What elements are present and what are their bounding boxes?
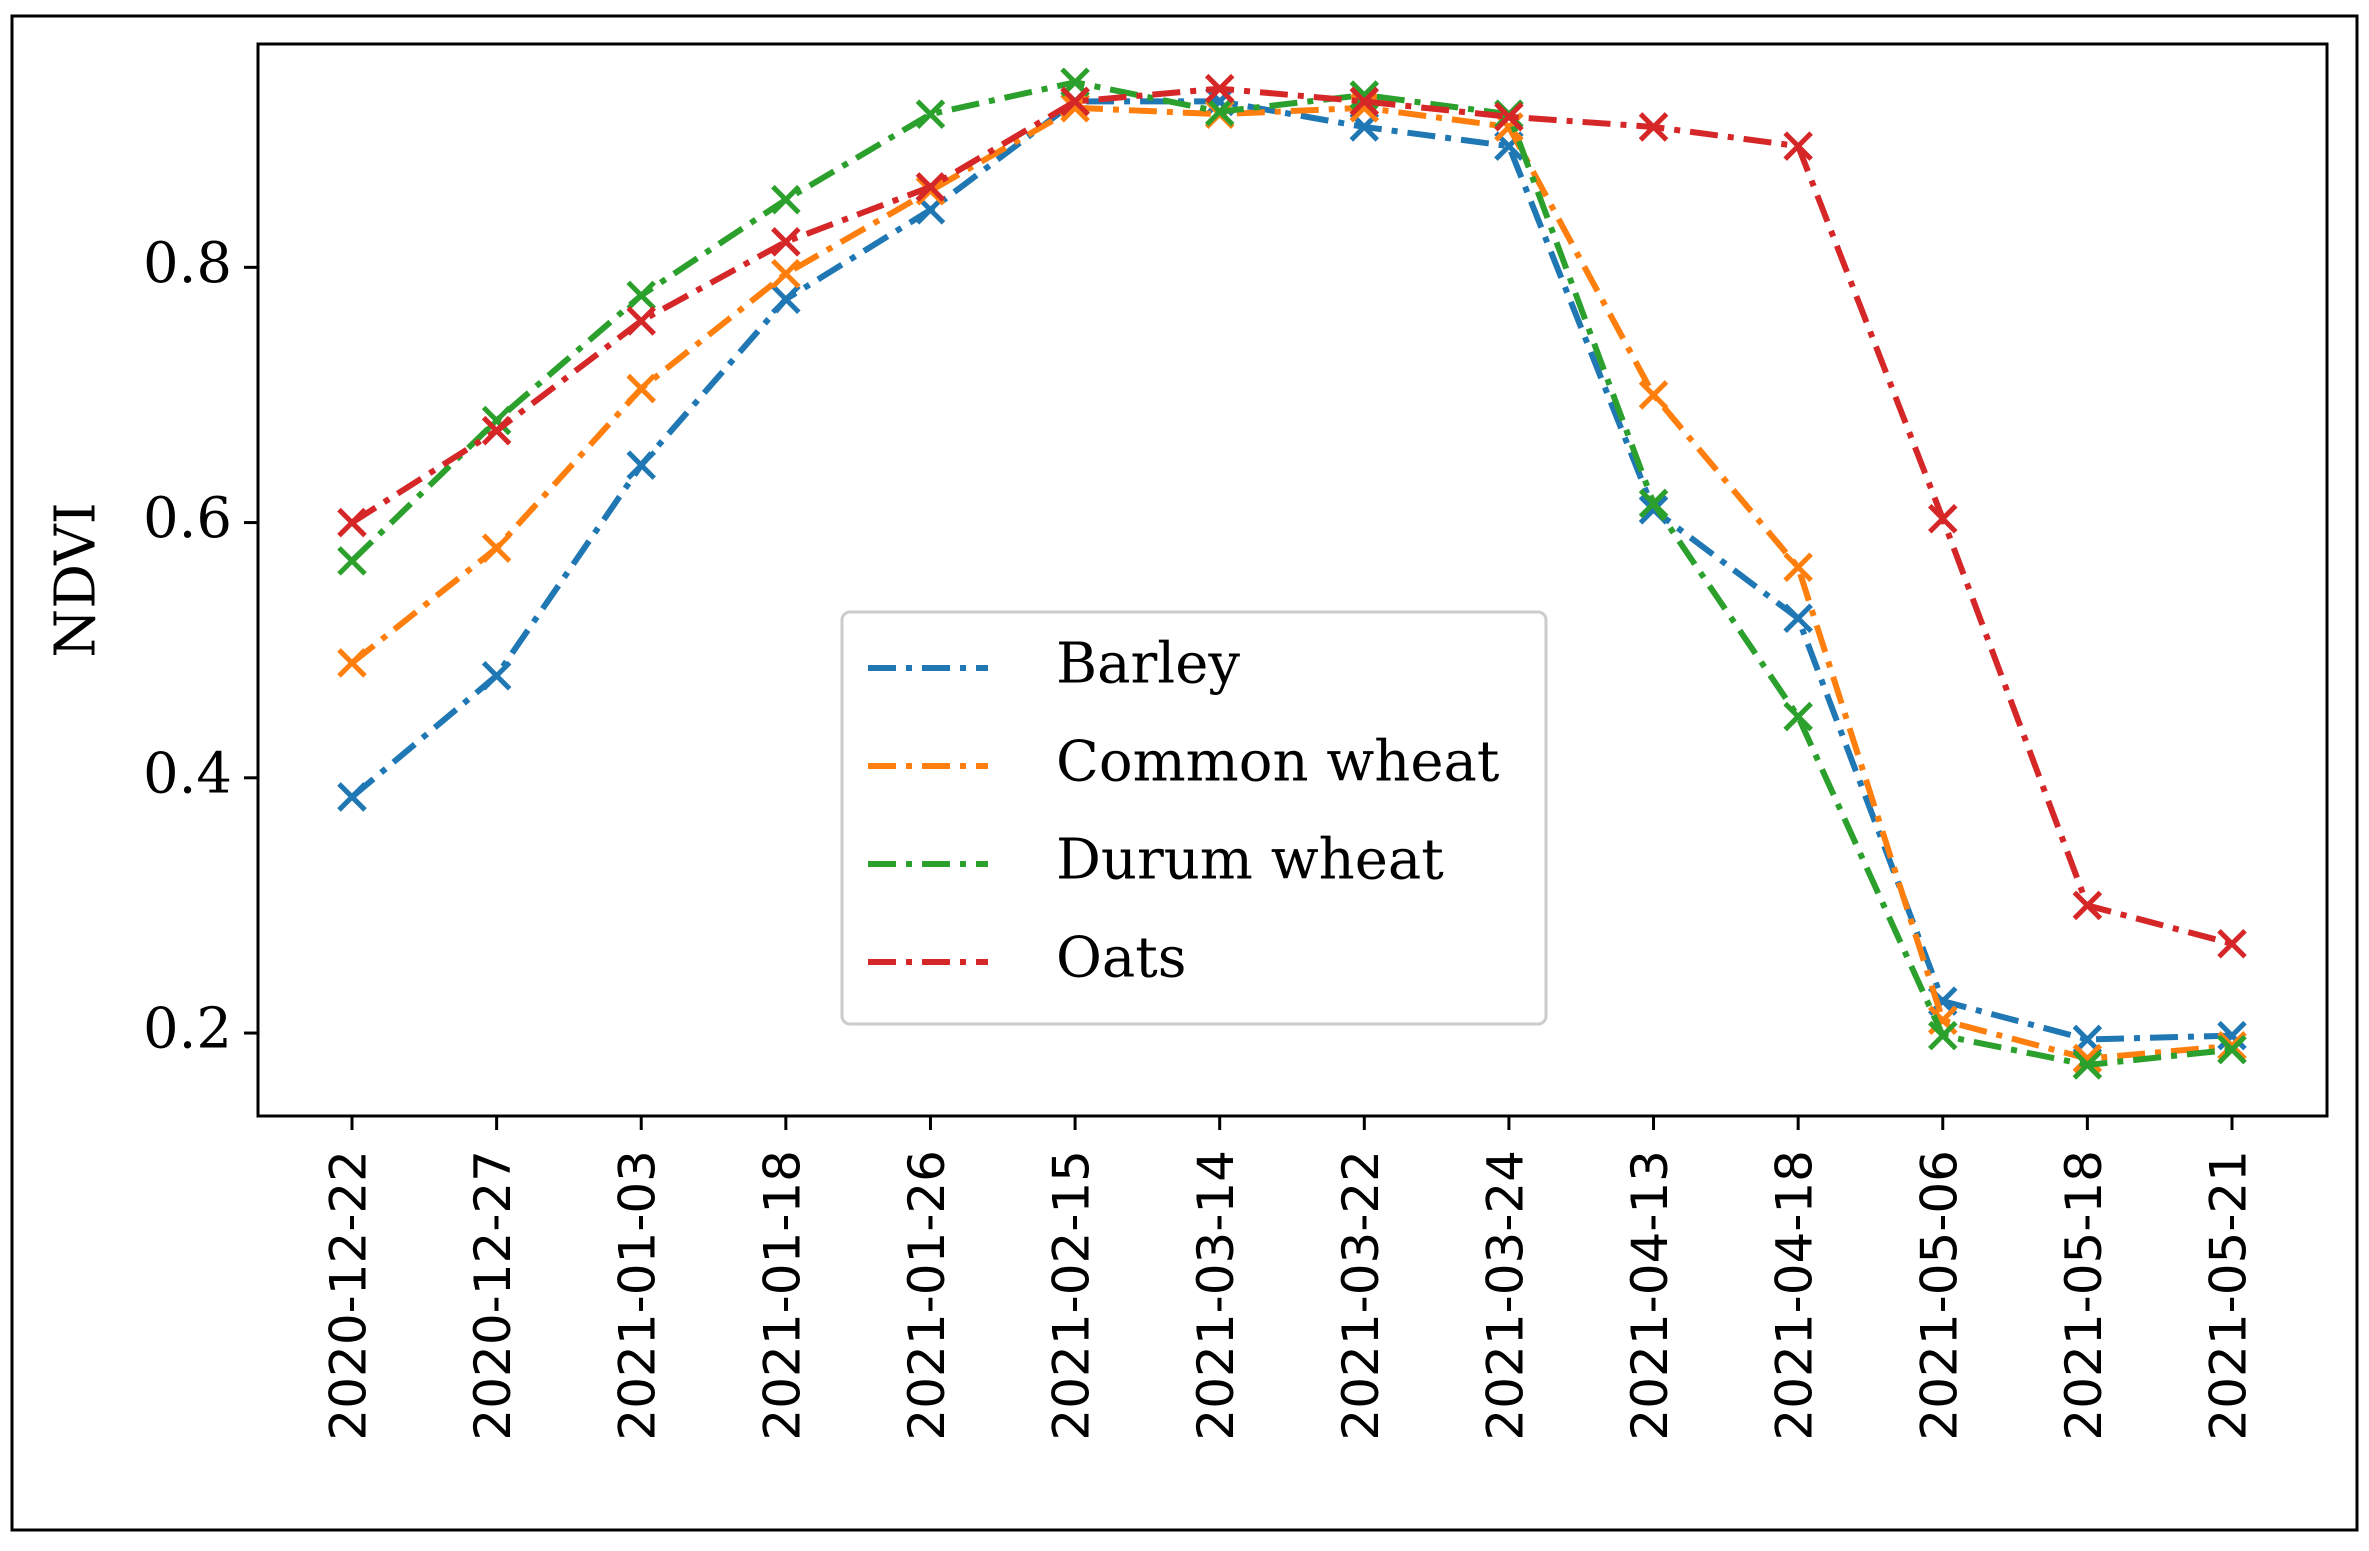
data-point-marker xyxy=(1928,1020,1958,1051)
data-point-marker xyxy=(626,373,656,404)
data-point-marker xyxy=(337,546,367,576)
data-point-marker xyxy=(337,782,367,812)
x-tick-label: 2021-01-03 xyxy=(609,1150,667,1441)
data-point-marker xyxy=(337,648,367,678)
data-point-marker xyxy=(2072,890,2103,921)
data-point-marker xyxy=(2217,1031,2247,1061)
data-point-marker xyxy=(771,258,801,289)
legend: Barley Common wheat Durum wheat Oats xyxy=(840,610,1548,1026)
x-tick-label: 2021-04-13 xyxy=(1621,1150,1679,1441)
x-tick-label: 2021-05-18 xyxy=(2055,1150,2113,1441)
legend-label: Barley xyxy=(1056,632,1240,697)
x-tick-label: 2021-01-18 xyxy=(753,1150,811,1441)
data-point-marker xyxy=(1783,603,1813,634)
y-tick-label: 0.2 xyxy=(143,997,232,1062)
data-point-marker xyxy=(1638,380,1669,410)
x-tick-label: 2021-05-06 xyxy=(1910,1150,1968,1441)
data-point-marker xyxy=(481,405,512,436)
x-tick-label: 2021-03-24 xyxy=(1476,1150,1534,1441)
x-tick-label: 2021-03-22 xyxy=(1332,1150,1390,1441)
x-tick-label: 2021-04-18 xyxy=(1766,1150,1824,1441)
data-point-marker xyxy=(626,450,656,480)
data-point-marker xyxy=(1204,96,1235,127)
data-point-marker xyxy=(481,533,512,563)
y-tick-label: 0.6 xyxy=(143,486,232,551)
data-point-marker xyxy=(1783,552,1813,583)
data-point-marker xyxy=(1783,701,1813,732)
data-point-marker xyxy=(915,99,946,129)
series-durum-wheat xyxy=(337,67,2247,1080)
data-point-marker xyxy=(2217,928,2247,959)
data-point-marker xyxy=(1638,112,1669,142)
legend-label: Durum wheat xyxy=(1056,828,1444,893)
legend-label: Common wheat xyxy=(1056,730,1500,795)
data-point-marker xyxy=(1060,86,1090,117)
data-point-marker xyxy=(481,415,512,446)
legend-label: Oats xyxy=(1056,926,1187,991)
x-axis: 2020-12-22 2020-12-27 2021-01-03 2021-01-18… xyxy=(320,1116,2258,1441)
series-line xyxy=(349,79,2233,1068)
data-point-marker xyxy=(1638,488,1669,519)
data-point-marker xyxy=(337,507,367,538)
data-point-marker xyxy=(2072,1043,2103,1074)
data-point-marker xyxy=(915,175,946,206)
x-tick-label: 2021-02-15 xyxy=(1043,1150,1101,1441)
data-point-marker xyxy=(1204,73,1235,104)
data-point-marker xyxy=(1928,503,1958,534)
x-tick-label: 2020-12-22 xyxy=(320,1150,378,1441)
series-line xyxy=(350,85,2233,947)
plot-frame xyxy=(256,42,2329,1118)
data-point-marker xyxy=(771,184,801,215)
data-point-marker xyxy=(915,172,946,202)
y-axis: 0.2 0.4 0.6 0.8 xyxy=(143,231,258,1062)
data-point-marker xyxy=(626,280,656,311)
x-tick-label: 2021-05-21 xyxy=(2200,1150,2258,1441)
x-tick-label: 2021-01-26 xyxy=(898,1150,956,1441)
data-point-marker xyxy=(1494,101,1524,132)
data-point-marker xyxy=(1349,86,1380,117)
series-oats xyxy=(337,73,2247,959)
data-point-marker xyxy=(481,660,512,691)
data-point-marker xyxy=(2072,1050,2103,1080)
data-point-marker xyxy=(771,284,801,315)
data-point-marker xyxy=(771,227,801,257)
data-point-marker xyxy=(2217,1034,2247,1065)
data-point-marker xyxy=(1783,131,1813,161)
x-tick-label: 2020-12-27 xyxy=(464,1150,522,1441)
y-tick-label: 0.4 xyxy=(143,741,232,806)
y-tick-label: 0.8 xyxy=(143,231,232,296)
legend-box xyxy=(840,610,1548,1026)
data-point-marker xyxy=(626,306,656,336)
series-line xyxy=(350,104,2233,1062)
x-tick-label: 2021-03-14 xyxy=(1187,1150,1245,1441)
y-axis-label: NDVI xyxy=(44,502,109,657)
